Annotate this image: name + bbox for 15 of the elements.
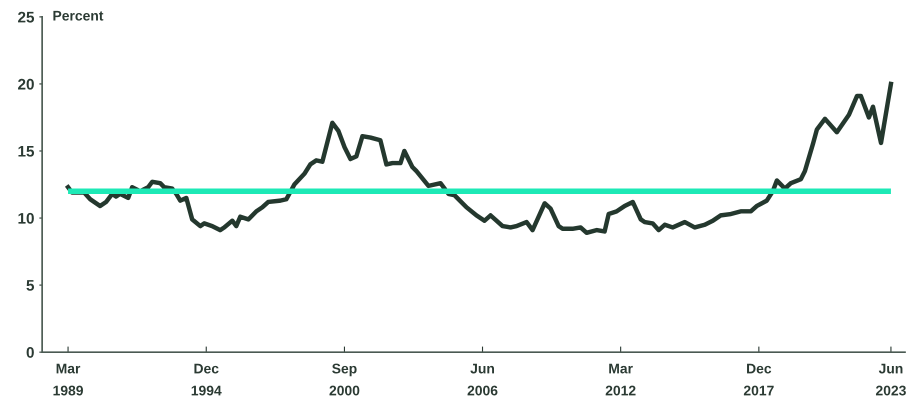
y-tick-label: 25 xyxy=(18,12,34,23)
y-tick-label: 10 xyxy=(18,212,34,224)
x-tick-label: Dec 2017 xyxy=(744,364,774,396)
x-tick-label: Jun 2023 xyxy=(876,364,906,396)
y-axis-title: Percent xyxy=(53,10,104,21)
x-tick-label: Mar 2012 xyxy=(606,364,636,396)
y-tick-label: 0 xyxy=(26,347,34,358)
x-tick-label: Dec 1994 xyxy=(192,364,222,396)
y-tick-label: 15 xyxy=(18,146,34,157)
x-tick-label: Jun 2006 xyxy=(468,364,498,396)
y-tick-label: 5 xyxy=(26,280,34,291)
x-tick-label: Mar 1989 xyxy=(53,364,83,396)
line-series xyxy=(66,82,894,236)
x-tick-label: Sep 2000 xyxy=(329,364,360,396)
y-tick-label: 20 xyxy=(18,78,34,90)
